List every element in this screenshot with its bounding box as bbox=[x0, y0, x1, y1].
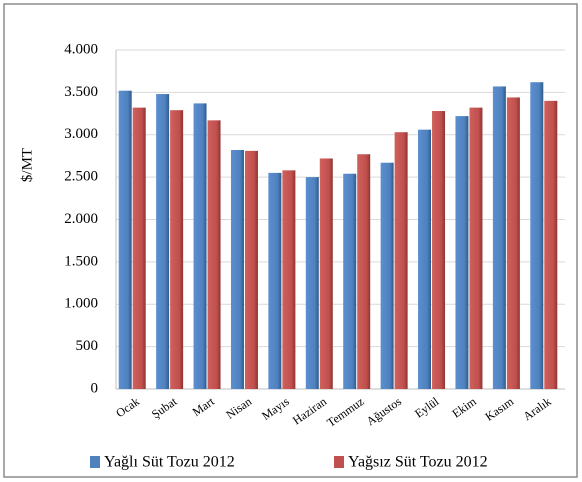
bar bbox=[156, 94, 170, 389]
legend-swatch bbox=[334, 456, 344, 468]
bar bbox=[193, 103, 207, 389]
y-tick-label: 4.000 bbox=[64, 41, 98, 57]
legend-label: Yağsız Süt Tozu 2012 bbox=[348, 454, 488, 471]
y-tick-label: 2.000 bbox=[64, 211, 98, 227]
bar bbox=[357, 154, 371, 389]
legend-label: Yağlı Süt Tozu 2012 bbox=[104, 454, 235, 471]
y-tick-label: 3.500 bbox=[64, 84, 98, 100]
bar bbox=[118, 90, 132, 390]
bar bbox=[305, 177, 319, 389]
bar bbox=[282, 170, 296, 389]
bar bbox=[343, 173, 357, 389]
bar bbox=[530, 82, 544, 389]
bar bbox=[469, 107, 483, 389]
bar bbox=[244, 150, 258, 389]
bar bbox=[268, 172, 282, 389]
bar bbox=[132, 107, 146, 389]
bar bbox=[418, 129, 432, 390]
y-tick-label: 1.500 bbox=[64, 253, 98, 269]
bar bbox=[394, 132, 408, 389]
bar bbox=[380, 162, 394, 389]
bar bbox=[170, 110, 184, 390]
legend-swatch bbox=[90, 456, 100, 468]
bar bbox=[506, 97, 520, 390]
y-tick-label: 2.500 bbox=[64, 169, 98, 185]
y-tick-label: 500 bbox=[76, 338, 99, 354]
bar bbox=[492, 86, 506, 389]
bar bbox=[319, 158, 333, 389]
y-tick-label: 0 bbox=[91, 380, 99, 396]
bar bbox=[207, 120, 221, 389]
bar bbox=[455, 116, 469, 389]
bar bbox=[230, 150, 244, 389]
bar bbox=[432, 111, 446, 390]
y-axis-label: $/MT bbox=[19, 148, 35, 182]
y-tick-label: 3.000 bbox=[64, 126, 98, 142]
y-tick-label: 1.000 bbox=[64, 296, 98, 312]
bar bbox=[544, 100, 558, 389]
